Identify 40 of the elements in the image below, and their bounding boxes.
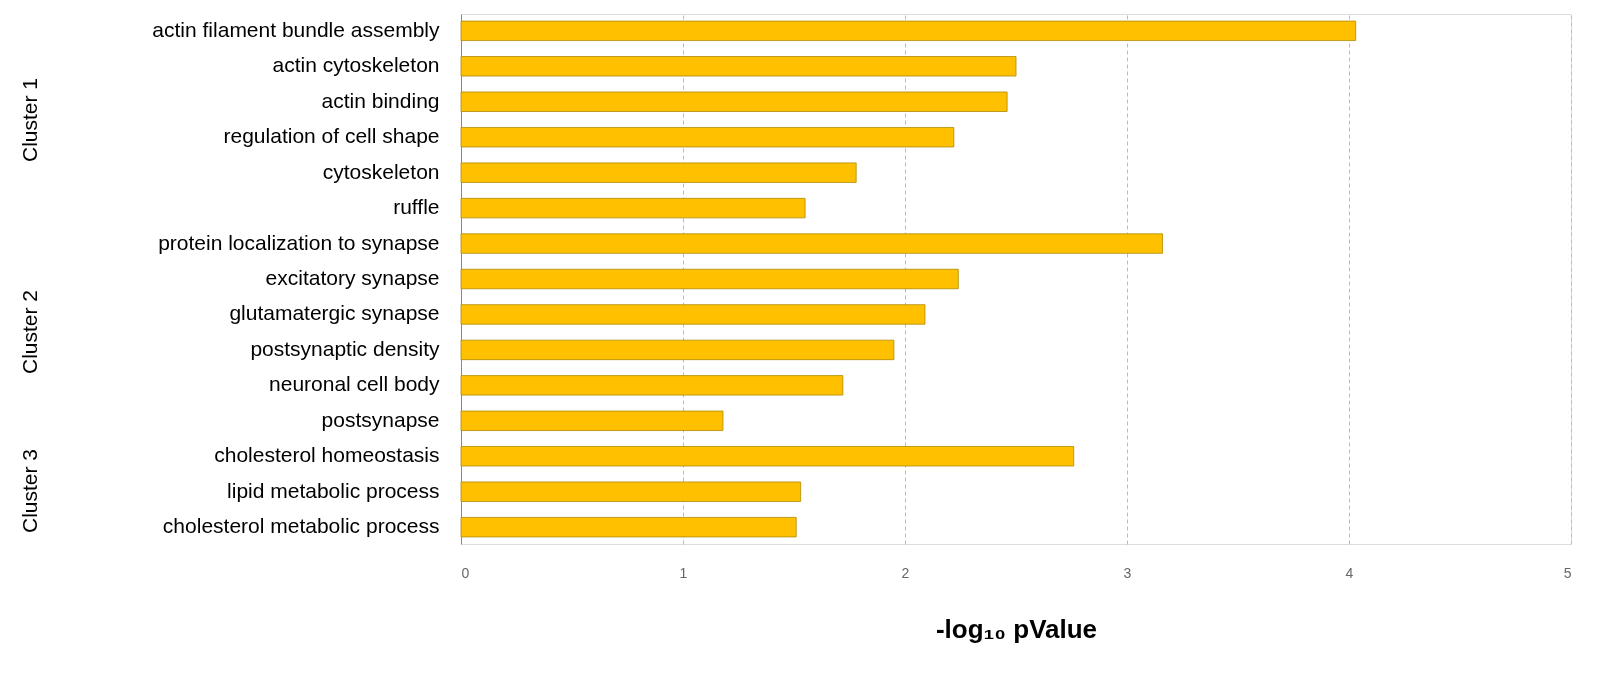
bar — [460, 20, 1357, 41]
bar — [460, 517, 797, 538]
y-tick-label: cholesterol homeostasis — [214, 443, 440, 467]
bar — [460, 91, 1008, 112]
bar — [460, 127, 955, 148]
text: Cluster 2 — [18, 289, 41, 375]
y-tick-label: actin binding — [321, 88, 440, 112]
x-tick-label: 0 — [461, 564, 470, 581]
y-tick-label: glutamatergic synapse — [229, 301, 440, 325]
bar — [460, 481, 802, 502]
x-tick-label: 3 — [1123, 564, 1132, 581]
x-tick-label: 5 — [1563, 564, 1572, 581]
y-tick-label: protein localization to synapse — [158, 230, 440, 254]
bar — [460, 56, 1017, 77]
bar — [460, 268, 959, 290]
bar — [460, 446, 1075, 467]
y-tick-label: regulation of cell shape — [223, 124, 440, 148]
bar — [460, 197, 806, 219]
y-tick-label: actin cytoskeleton — [272, 53, 440, 77]
y-tick-label: excitatory synapse — [265, 266, 440, 289]
bar — [460, 339, 895, 361]
y-tick-label: postsynapse — [321, 407, 440, 431]
y-tick-label: neuronal cell body — [269, 372, 440, 396]
y-tick-label: cytoskeleton — [322, 159, 440, 183]
bar — [460, 233, 1163, 254]
y-tick-label: actin filament bundle assembly — [152, 17, 440, 41]
text: Cluster 3 — [18, 448, 41, 534]
y-tick-label: cholesterol metabolic process — [162, 514, 440, 538]
y-tick-label: ruffle — [393, 195, 440, 219]
x-tick-label: 1 — [679, 564, 688, 581]
bar — [460, 304, 926, 325]
y-tick-label: lipid metabolic process — [227, 478, 440, 502]
x-tick-label: 4 — [1345, 564, 1354, 581]
y-tick-label: postsynaptic density — [250, 336, 440, 360]
x-axis-title: -log₁₀ pValue — [935, 613, 1098, 644]
bar — [460, 410, 724, 431]
x-tick-label: 2 — [901, 564, 910, 581]
text: Cluster 1 — [18, 77, 41, 163]
bar — [460, 162, 857, 183]
bar — [460, 375, 844, 396]
